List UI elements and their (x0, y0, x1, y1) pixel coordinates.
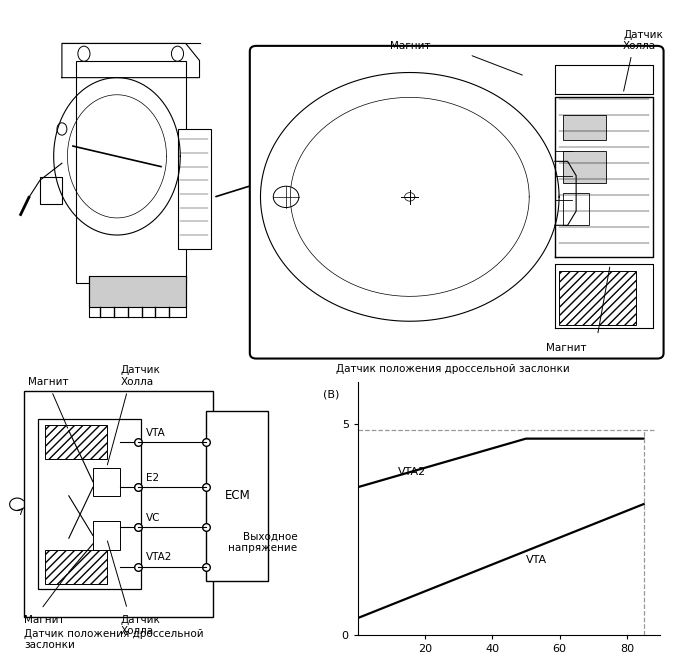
Text: VTA: VTA (526, 555, 547, 565)
Text: Магнит: Магнит (24, 615, 65, 624)
Text: Датчик
Холла: Датчик Холла (623, 30, 663, 51)
Text: Датчик положения дроссельной заслонки: Датчик положения дроссельной заслонки (336, 364, 569, 374)
Text: Выходное
напряжение: Выходное напряжение (228, 531, 297, 553)
Circle shape (273, 186, 299, 207)
Bar (76, 61, 186, 283)
Circle shape (171, 46, 184, 61)
Bar (563, 115, 606, 140)
Bar (38, 419, 141, 589)
Text: VTA2: VTA2 (146, 552, 173, 563)
Text: ECM: ECM (224, 490, 250, 502)
Bar (89, 276, 186, 307)
Text: Датчик положения дроссельной
заслонки: Датчик положения дроссельной заслонки (24, 629, 204, 650)
Text: VTA: VTA (146, 428, 166, 438)
Circle shape (78, 46, 90, 61)
Text: Магнит: Магнит (546, 343, 587, 353)
Bar (93, 467, 120, 496)
Circle shape (57, 123, 67, 135)
Bar (206, 411, 268, 581)
Bar (93, 521, 120, 549)
Bar (178, 129, 211, 249)
Bar (45, 425, 107, 459)
Text: (В): (В) (323, 390, 339, 399)
Bar (45, 549, 107, 584)
Bar (40, 177, 62, 204)
Text: VC: VC (146, 513, 161, 522)
Bar (563, 193, 589, 225)
FancyBboxPatch shape (250, 46, 664, 359)
Text: Датчик
Холла: Датчик Холла (120, 365, 160, 387)
Text: Магнит: Магнит (28, 377, 68, 387)
Bar (24, 391, 213, 617)
Text: Датчик
Холла: Датчик Холла (120, 615, 160, 636)
Text: VTA2: VTA2 (398, 467, 427, 476)
Text: E2: E2 (146, 473, 160, 483)
Text: Магнит: Магнит (389, 41, 430, 51)
Bar (563, 151, 606, 183)
Bar (559, 272, 636, 325)
